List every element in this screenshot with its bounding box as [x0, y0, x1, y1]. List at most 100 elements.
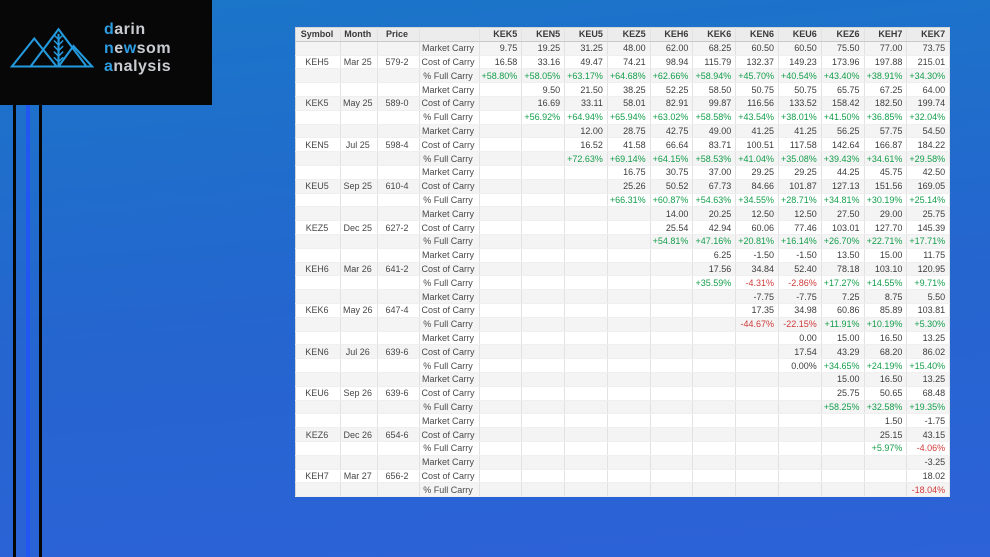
value-cell: +28.71% [778, 193, 822, 208]
logo-letter-segment: w [123, 39, 137, 57]
value-cell [735, 400, 779, 415]
table-row: Market Carry 9.75 19.25 31.25 48.00 62.00 68.2… [295, 41, 951, 56]
value-cell: 25.75 [821, 386, 865, 401]
header-contract-ken5: KEN5 [521, 27, 566, 42]
value-cell: 20.25 [692, 206, 737, 222]
value-cell [564, 469, 608, 484]
value-cell: 41.58 [607, 137, 651, 153]
symbol-cell [295, 110, 341, 125]
price-cell: 579-2 [377, 55, 420, 70]
price-cell [377, 289, 420, 304]
price-cell: 656-2 [377, 469, 420, 484]
value-cell [564, 441, 608, 456]
row-label: % Full Carry [419, 68, 480, 84]
header-price: Price [377, 27, 420, 42]
value-cell [692, 441, 737, 456]
value-cell [607, 317, 651, 332]
value-cell: 101.87 [778, 179, 822, 194]
symbol-cell: KEN5 [295, 137, 341, 153]
value-cell: +54.81% [650, 234, 694, 249]
value-cell: +69.14% [607, 151, 651, 166]
value-cell [564, 372, 608, 387]
value-cell: +54.63% [692, 193, 737, 208]
value-cell: +58.58% [692, 110, 737, 125]
price-cell [377, 193, 420, 208]
value-cell: 43.29 [821, 344, 865, 360]
row-label: Market Carry [419, 372, 480, 387]
table-row: % Full Carry -18.04% [295, 482, 951, 498]
value-cell [479, 469, 523, 484]
value-cell: 58.01 [607, 96, 651, 111]
value-cell: 127.70 [864, 220, 908, 235]
value-cell [564, 289, 608, 304]
value-cell: -2.86% [778, 275, 822, 291]
month-cell: Dec 26 [340, 427, 378, 442]
month-cell [340, 331, 378, 346]
value-cell: -1.75 [906, 413, 951, 429]
value-cell [479, 165, 523, 180]
value-cell [650, 317, 694, 332]
value-cell [521, 289, 566, 304]
value-cell: 117.58 [778, 137, 822, 153]
value-cell [521, 469, 566, 484]
price-cell [377, 482, 420, 498]
value-cell: 127.13 [821, 179, 865, 194]
value-cell: 103.01 [821, 220, 865, 235]
value-cell: 37.00 [692, 165, 737, 180]
value-cell [564, 248, 608, 263]
value-cell: 17.56 [692, 262, 737, 277]
value-cell [564, 344, 608, 360]
month-cell: Mar 26 [340, 262, 378, 277]
value-cell: 66.64 [650, 137, 694, 153]
value-cell [692, 344, 737, 360]
value-cell [778, 372, 822, 387]
row-label: % Full Carry [419, 151, 480, 166]
value-cell [607, 441, 651, 456]
value-cell [607, 303, 651, 318]
value-cell: 9.75 [479, 41, 523, 56]
value-cell [821, 455, 865, 470]
value-cell [692, 400, 737, 415]
logo-letter-segment: d [104, 21, 115, 38]
value-cell [479, 331, 523, 346]
value-cell: 99.87 [692, 96, 737, 111]
value-cell [735, 372, 779, 387]
value-cell [521, 179, 566, 194]
value-cell [650, 289, 694, 304]
row-label: Cost of Carry [419, 220, 480, 235]
value-cell: +64.94% [564, 110, 608, 125]
value-cell [864, 469, 908, 484]
value-cell: 52.25 [650, 82, 694, 97]
value-cell: +38.91% [864, 68, 908, 84]
value-cell [521, 151, 566, 166]
price-cell [377, 275, 420, 291]
value-cell [479, 96, 523, 111]
value-cell: -44.67% [735, 317, 779, 332]
value-cell: +34.55% [735, 193, 779, 208]
value-cell: +58.80% [479, 68, 523, 84]
month-cell [340, 110, 378, 125]
value-cell [607, 358, 651, 373]
value-cell [479, 427, 523, 442]
row-label: Market Carry [419, 331, 480, 346]
symbol-cell [295, 400, 341, 415]
price-cell [377, 413, 420, 429]
value-cell: 50.65 [864, 386, 908, 401]
value-cell [692, 413, 737, 429]
table-row: Market Carry 14.00 20.25 12.50 12.50 27.50 29.… [295, 206, 951, 222]
value-cell: 49.00 [692, 124, 737, 139]
month-cell: Jul 25 [340, 137, 378, 153]
value-cell: 68.25 [692, 41, 737, 56]
value-cell: +35.59% [692, 275, 737, 291]
logo-letter-segment: som [136, 39, 172, 57]
value-cell [521, 206, 566, 222]
carry-table-wrap: Symbol Month Price KEK5 KEN5 KEU5 KEZ5 KEH6 KEK6… [295, 27, 951, 498]
value-cell [607, 413, 651, 429]
table-row: Market Carry 12.00 28.75 42.75 49.00 41.25 41.… [295, 124, 951, 139]
value-cell [521, 165, 566, 180]
value-cell: +10.19% [864, 317, 908, 332]
value-cell [821, 413, 865, 429]
value-cell: 16.50 [864, 331, 908, 346]
value-cell: +11.91% [821, 317, 865, 332]
row-label: Market Carry [419, 413, 480, 429]
